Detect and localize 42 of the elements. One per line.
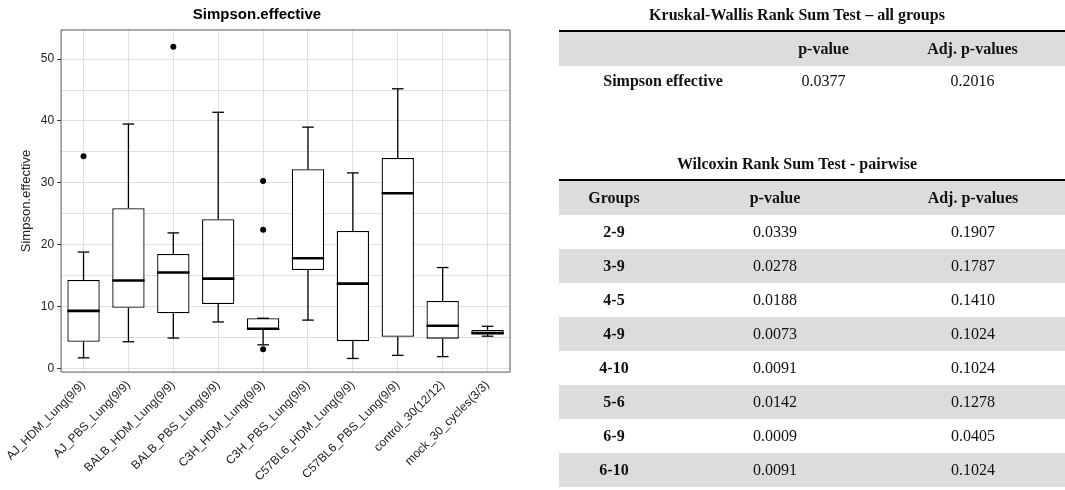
text: 0.0405 bbox=[950, 426, 996, 446]
y-tick-label: 0 bbox=[47, 360, 55, 375]
text: 0.1907 bbox=[950, 222, 996, 242]
text: 4-5 bbox=[602, 290, 626, 310]
y-tick-label: 40 bbox=[40, 113, 55, 128]
text: Simpson effective bbox=[602, 71, 724, 92]
text: 4-10 bbox=[598, 358, 630, 378]
text: 0.0091 bbox=[669, 453, 881, 487]
text: 0.0142 bbox=[669, 385, 881, 419]
text: Wilcoxin Rank Sum Test - pairwise bbox=[675, 155, 919, 175]
text: 0.0278 bbox=[669, 249, 881, 283]
text: p-value bbox=[767, 32, 880, 66]
text: Kruskal-Wallis Rank Sum Test – all groups bbox=[648, 6, 946, 26]
text: 0.0188 bbox=[752, 290, 798, 310]
y-tick-label: 20 bbox=[40, 236, 55, 251]
text: 0.1787 bbox=[881, 249, 1065, 283]
text: 0.1278 bbox=[881, 385, 1065, 419]
text: 0.1024 bbox=[881, 453, 1065, 487]
text: 0.0091 bbox=[752, 358, 798, 378]
text: 5-6 bbox=[559, 385, 669, 419]
text: 0.0377 bbox=[800, 71, 847, 91]
text: 0.0009 bbox=[752, 426, 798, 446]
text: 0.0073 bbox=[669, 317, 881, 351]
text: p-value bbox=[669, 181, 881, 215]
chart-title: Simpson.effective bbox=[192, 5, 322, 23]
text: 6-10 bbox=[559, 453, 669, 487]
y-axis-title: Simpson.effective bbox=[17, 149, 33, 253]
text: 3-9 bbox=[559, 249, 669, 283]
text: 0.2016 bbox=[949, 71, 996, 91]
y-tick-label: 50 bbox=[40, 51, 55, 66]
text: 0.1024 bbox=[881, 317, 1065, 351]
text: 4-9 bbox=[559, 317, 669, 351]
text: 6-9 bbox=[602, 426, 626, 446]
text: 0.0339 bbox=[752, 222, 798, 242]
text: Adj. p-values bbox=[881, 181, 1065, 215]
y-tick-label: 10 bbox=[40, 298, 55, 313]
text: 2-9 bbox=[602, 222, 626, 242]
text: 0.1024 bbox=[950, 358, 996, 378]
text: 0.1410 bbox=[950, 290, 996, 310]
text: Adj. p-values bbox=[880, 32, 1065, 66]
y-tick-label: 30 bbox=[40, 175, 55, 190]
text: Groups bbox=[559, 181, 669, 215]
